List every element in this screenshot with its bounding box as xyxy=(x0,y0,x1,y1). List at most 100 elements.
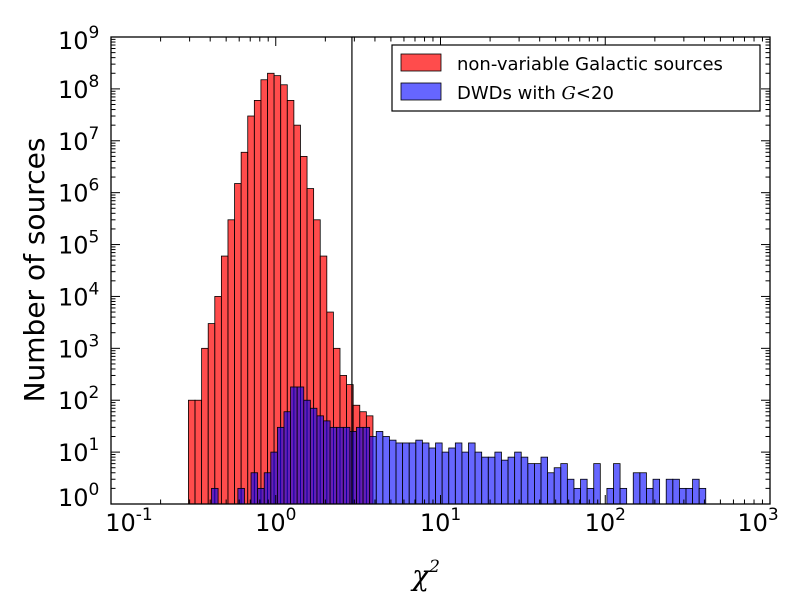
axis-ticks xyxy=(110,36,771,505)
dwd-bar xyxy=(362,426,371,505)
dwd-bar xyxy=(639,472,647,505)
legend-swatch-non-variable xyxy=(400,53,442,72)
y-tick-label: 109 xyxy=(58,23,99,55)
dwd-bar xyxy=(534,463,542,505)
dwd-bar xyxy=(329,426,338,505)
non-variable-bar xyxy=(267,72,275,505)
dwd-bar xyxy=(276,426,285,505)
non-variable-bar xyxy=(260,79,268,505)
y-tick-label: 108 xyxy=(58,72,99,104)
dwd-bar xyxy=(316,415,324,505)
y-tick-label: 105 xyxy=(58,228,99,260)
y-tick-label: 104 xyxy=(58,279,99,311)
y-tick-label: 103 xyxy=(58,331,99,363)
x-tick-label: 102 xyxy=(585,505,626,537)
non-variable-bar xyxy=(220,255,229,505)
x-tick-labels: 10-1 100 101 102 103 xyxy=(105,505,778,537)
legend-label-dwd: DWDs with G<20 xyxy=(457,83,614,104)
dwd-bar xyxy=(270,451,278,505)
non-variable-bar xyxy=(240,151,249,505)
y-tick-labels: 100 101 102 103 104 105 106 107 108 109 xyxy=(58,23,99,512)
dwd-bar xyxy=(619,487,628,505)
dwd-bar xyxy=(296,386,305,505)
x-axis-label: χ2 xyxy=(410,557,440,592)
dwd-bar xyxy=(356,426,364,505)
dwd-bar xyxy=(540,456,548,505)
dwd-bar xyxy=(461,451,469,505)
dwd-bar xyxy=(415,439,423,505)
y-tick-label: 101 xyxy=(58,435,99,467)
dwd-bar xyxy=(250,472,259,505)
dwd-bar xyxy=(474,451,483,505)
dwd-bar xyxy=(263,472,272,505)
dwd-bar xyxy=(421,442,430,505)
dwd-bar xyxy=(395,442,404,505)
dwd-bar xyxy=(290,386,298,505)
dwd-bar xyxy=(382,436,390,505)
x-tick-label: 100 xyxy=(255,505,296,537)
dwd-bar xyxy=(678,487,687,505)
dwd-bar xyxy=(441,451,450,505)
dwd-bar xyxy=(553,467,562,505)
y-axis-label: Number of sources xyxy=(18,138,51,403)
dwd-bar xyxy=(494,451,502,505)
legend-swatch-dwd xyxy=(400,82,442,101)
dwd-bar xyxy=(692,478,700,505)
x-tick-label: 103 xyxy=(737,505,778,537)
dwd-bar xyxy=(389,439,397,505)
dwd-bar xyxy=(468,442,476,505)
dwd-bar xyxy=(211,487,219,505)
non-variable-bar xyxy=(194,399,203,505)
dwd-bar xyxy=(402,442,410,505)
x-tick-label: 101 xyxy=(420,505,461,537)
dwd-bar xyxy=(487,456,496,505)
dwd-bar xyxy=(613,463,621,505)
dwd-bar xyxy=(646,487,654,505)
non-variable-bar xyxy=(214,296,222,505)
non-variable-bar xyxy=(201,347,209,505)
dwd-bar xyxy=(580,478,588,505)
dwd-bar xyxy=(481,456,489,505)
dwd-bar xyxy=(507,456,516,505)
dwd-bar xyxy=(342,426,351,505)
y-tick-label: 107 xyxy=(58,124,99,156)
dwd-bar xyxy=(547,472,555,505)
dwd-bar xyxy=(375,431,384,505)
dwd-bar xyxy=(336,426,344,505)
dwd-bar xyxy=(606,487,614,505)
dwd-bar xyxy=(323,420,331,505)
legend: non-variable Galactic sources DWDs with … xyxy=(391,44,761,112)
dwd-bar xyxy=(672,478,680,505)
y-tick-label: 106 xyxy=(58,176,99,208)
non-variable-bar xyxy=(188,399,196,505)
non-variable-bar xyxy=(227,219,235,505)
dwd-bar xyxy=(593,463,601,505)
dwd-bar xyxy=(665,478,674,505)
non-variable-bar xyxy=(253,100,262,505)
legend-label-non-variable: non-variable Galactic sources xyxy=(457,54,723,75)
non-variable-bar xyxy=(207,323,216,505)
dwd-bar xyxy=(560,463,568,505)
dwd-bar xyxy=(283,411,291,505)
dwd-bar xyxy=(454,442,463,505)
y-tick-label: 102 xyxy=(58,383,99,415)
dwd-bar xyxy=(514,451,522,505)
dwd-bar xyxy=(448,447,456,505)
non-variable-bar xyxy=(247,115,255,505)
non-variable-bar xyxy=(234,183,242,505)
dwd-bar xyxy=(527,463,535,505)
dwd-bar xyxy=(349,431,357,505)
dwd-bar xyxy=(685,487,693,505)
dwd-bar xyxy=(520,456,529,505)
dwd-bar xyxy=(303,399,311,505)
legend-frame xyxy=(391,44,761,112)
dwd-bar xyxy=(309,407,318,505)
x-tick-label: 10-1 xyxy=(105,505,153,537)
dwd-bar xyxy=(652,478,661,505)
dwd-bar xyxy=(428,447,436,505)
dwd-bar xyxy=(501,459,509,505)
dwd-bar xyxy=(586,487,595,505)
dwd-bar xyxy=(435,442,443,505)
y-tick-label: 100 xyxy=(58,480,99,512)
